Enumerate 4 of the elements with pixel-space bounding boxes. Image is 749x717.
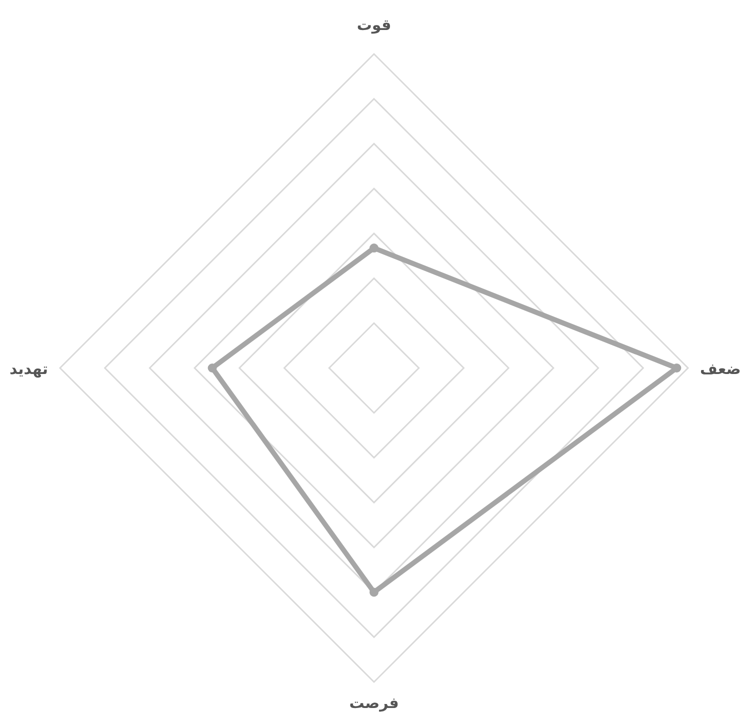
spoke-label: فرصت — [349, 694, 399, 712]
spoke-label: قوت — [356, 16, 392, 34]
spoke-label: تهدید — [10, 360, 48, 378]
spoke-label: ضعف — [700, 360, 741, 378]
